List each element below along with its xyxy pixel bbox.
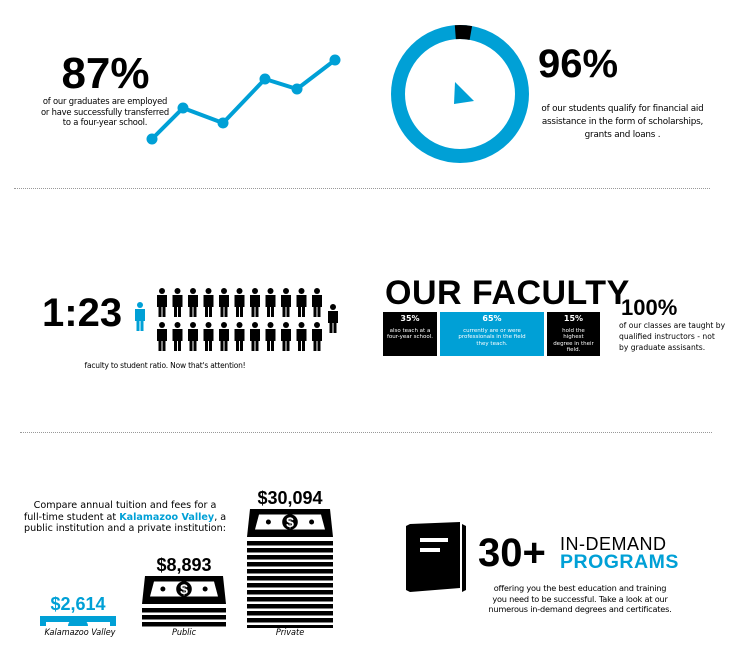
student-person-icon — [157, 288, 167, 317]
trend-line — [150, 58, 337, 141]
trend-point — [291, 83, 303, 95]
caption-line: qualified instructors - not — [619, 332, 715, 341]
student-person-icon — [188, 322, 198, 351]
box-text: currently are or were professionals in t… — [458, 327, 526, 347]
faculty-box: 35% also teach at a four-year school. — [383, 312, 437, 356]
book-icon — [406, 522, 466, 592]
student-person-icon — [157, 322, 167, 351]
caption-line: of our students qualify for financial ai… — [541, 104, 704, 114]
tuition-intro: Compare annual tuition and fees for a fu… — [20, 500, 230, 535]
student-person-icon — [172, 288, 183, 317]
student-person-icon — [188, 288, 198, 317]
caption-line: of our graduates are employed — [42, 96, 168, 106]
trend-point — [217, 117, 229, 129]
box-text: hold the highest degree in their field. — [553, 327, 594, 354]
student-person-icon — [296, 322, 307, 351]
trend-point — [329, 54, 341, 66]
intro-line: Compare annual tuition and fees for a — [33, 500, 217, 511]
student-person-icon — [234, 288, 245, 317]
student-person-icon — [172, 322, 183, 351]
programs-caption: offering you the best education and trai… — [470, 583, 690, 615]
public-amount: $8,893 — [156, 555, 212, 575]
student-person-icon — [219, 288, 229, 317]
student-person-icon — [250, 322, 260, 351]
private-money-stack-icon: $ — [247, 509, 333, 628]
pointer-icon — [454, 82, 474, 104]
caption-line: you need to be successful. Take a look a… — [492, 593, 668, 604]
caption-line: or have successfully transferred — [41, 106, 169, 117]
box-text: also teach at a four-year school. — [387, 327, 433, 341]
ratio-stat: 1:23 — [42, 291, 123, 335]
caption-line: of our classes are taught by — [619, 321, 726, 330]
instructors-caption: of our classes are taught by qualified i… — [619, 320, 725, 353]
caption-line: assistance in the form of scholarships, — [541, 117, 704, 127]
faculty-box: 65% currently are or were professionals i… — [440, 312, 544, 356]
kvcc-amount: $2,614 — [50, 594, 106, 614]
intro-line: full-time student at Kalamazoo Valley, a — [20, 512, 230, 524]
box-pct: 65% — [482, 314, 502, 323]
student-person-icon — [296, 288, 307, 317]
student-person-icon — [312, 322, 322, 351]
divider — [14, 188, 710, 189]
public-label: Public — [171, 628, 197, 638]
faculty-person-icon — [135, 302, 145, 331]
trend-point — [177, 102, 189, 114]
trend-point — [146, 133, 158, 145]
trend-point — [259, 73, 271, 85]
caption-line: to a four-year school. — [62, 117, 148, 127]
student-person-icon — [219, 322, 229, 351]
programs-line1: IN-DEMAND — [560, 534, 667, 554]
faculty-box: 15% hold the highest degree in their fiel… — [547, 312, 600, 356]
intro-text: full-time student at — [23, 511, 120, 523]
kvcc-label: Kalamazoo Valley — [44, 628, 116, 638]
employment-caption: of our graduates are employed or have su… — [30, 96, 180, 128]
student-person-icon — [281, 322, 291, 351]
student-person-icon — [250, 288, 260, 317]
student-person-icon — [203, 322, 214, 351]
svg-text:$: $ — [286, 514, 294, 530]
faculty-title: OUR FACULTY — [385, 274, 630, 312]
student-person-icon — [234, 322, 245, 351]
student-person-icon — [265, 288, 276, 317]
intro-line: public institution and a private institu… — [24, 523, 226, 534]
student-person-icon — [265, 322, 276, 351]
student-person-icon — [312, 288, 322, 317]
trend-line-graphic — [146, 25, 529, 163]
student-person-icon — [203, 288, 214, 317]
financial-aid-stat: 96% — [538, 42, 619, 86]
caption-line: by graduate assisants. — [619, 343, 706, 352]
svg-text:$: $ — [180, 581, 188, 597]
caption-line: numerous in-demand degrees and certifica… — [488, 604, 672, 614]
programs-line2: PROGRAMS — [560, 551, 679, 573]
student-person-icon — [281, 288, 291, 317]
people-graphic — [135, 288, 338, 351]
ratio-caption: faculty to student ratio. Now that's att… — [84, 361, 246, 370]
public-money-stack-icon: $ — [142, 576, 226, 627]
financial-aid-caption: of our students qualify for financial ai… — [535, 103, 710, 142]
student-person-icon — [328, 304, 338, 333]
caption-line: offering you the best education and trai… — [493, 583, 667, 593]
private-amount: $30,094 — [257, 488, 323, 508]
box-pct: 15% — [563, 314, 584, 323]
private-label: Private — [275, 628, 305, 638]
employment-stat: 87% — [61, 49, 150, 98]
programs-count: 30+ — [478, 531, 546, 575]
instructors-stat: 100% — [621, 295, 678, 320]
caption-line: grants and loans . — [584, 130, 661, 140]
donut-remainder — [454, 25, 473, 40]
divider — [20, 432, 712, 433]
kvcc-bill-icon — [40, 616, 116, 626]
intro-text: , a — [214, 511, 227, 523]
college-name: Kalamazoo Valley — [119, 511, 215, 523]
box-pct: 35% — [400, 314, 420, 323]
